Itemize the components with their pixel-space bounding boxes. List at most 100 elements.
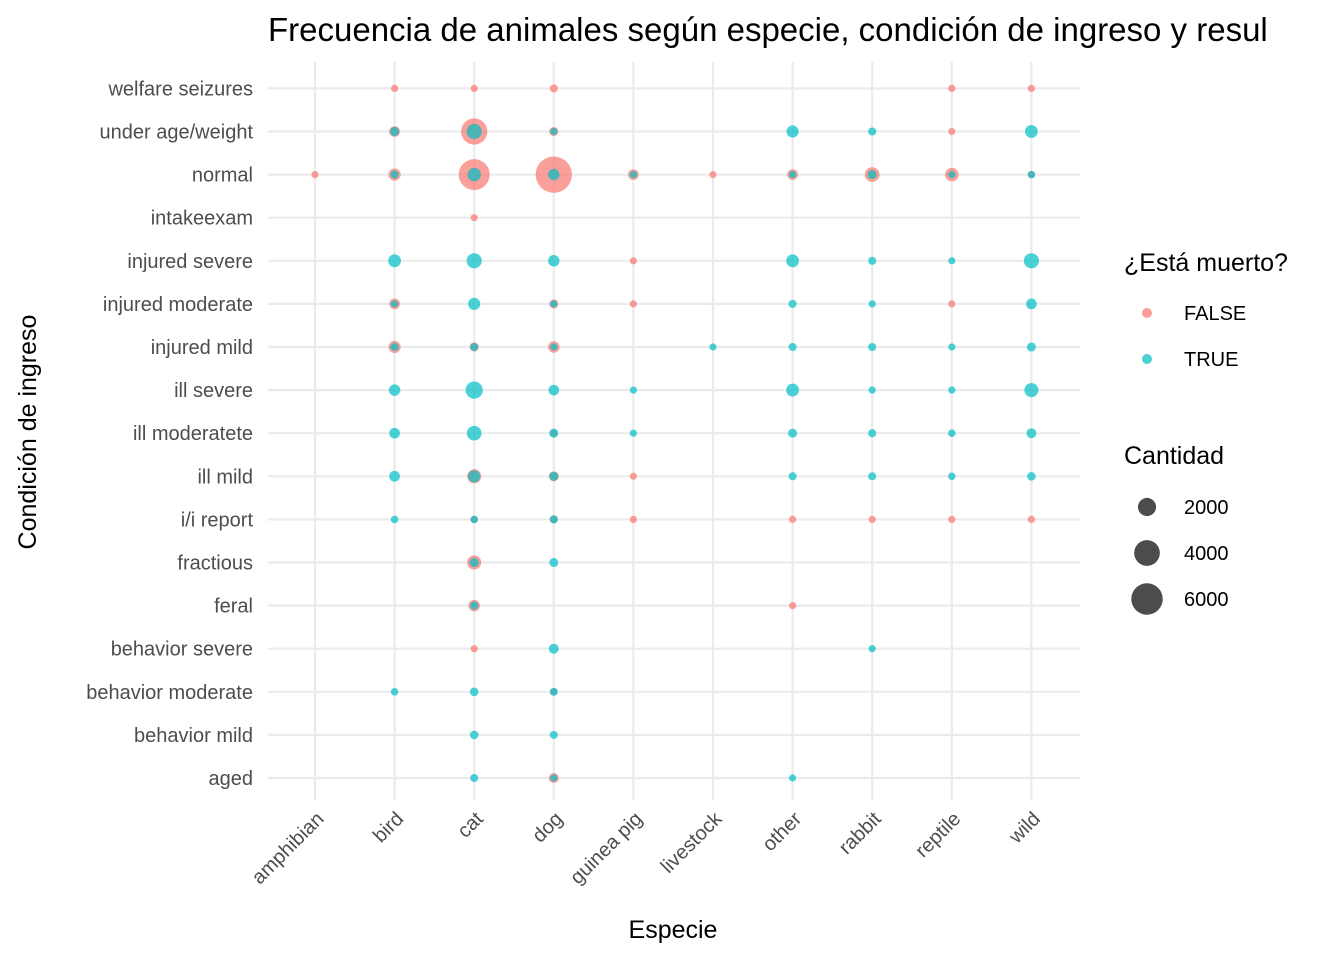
data-point-false — [549, 84, 558, 93]
y-tick-label: feral — [214, 596, 253, 618]
data-point-false — [470, 84, 478, 92]
data-point-true — [470, 601, 479, 610]
x-tick-label: other — [758, 808, 806, 856]
x-tick-label: reptile — [911, 808, 965, 862]
x-tick-label: guinea pig — [566, 808, 647, 889]
data-point-true — [868, 127, 877, 136]
data-point-true — [470, 515, 478, 524]
data-point-false — [948, 84, 956, 92]
data-point-true — [709, 343, 717, 351]
y-tick-label: injured mild — [151, 337, 253, 359]
data-point-true — [550, 343, 558, 351]
y-tick-label: ill moderatete — [133, 423, 253, 445]
data-point-true — [548, 255, 560, 267]
gridlines — [268, 62, 1080, 800]
data-point-true — [786, 254, 800, 268]
data-point-true — [388, 254, 402, 268]
data-point-false — [948, 300, 956, 308]
data-point-true — [550, 127, 558, 136]
data-point-true — [390, 342, 399, 352]
data-point-false — [311, 171, 319, 179]
data-point-false — [948, 515, 956, 524]
data-point-true — [1023, 253, 1039, 269]
y-tick-label: aged — [209, 768, 254, 790]
data-point-true — [1026, 298, 1037, 310]
data-point-true — [786, 125, 799, 138]
size-legend-title: Cantidad — [1124, 442, 1224, 470]
data-point-false — [629, 472, 638, 480]
data-point-true — [1027, 170, 1036, 179]
data-point-true — [788, 299, 797, 308]
data-point-true — [467, 167, 481, 182]
data-point-true — [468, 297, 481, 310]
data-point-true — [786, 383, 800, 397]
data-point-true — [1027, 471, 1036, 481]
data-point-false — [629, 257, 638, 265]
x-tick-label: bird — [369, 808, 408, 847]
size-legend: Cantidad 2000 4000 6000 — [1124, 442, 1229, 615]
x-tick-label: rabbit — [835, 808, 886, 859]
y-axis-title: Condición de ingreso — [14, 315, 42, 550]
data-point-true — [390, 170, 399, 179]
color-legend-label: TRUE — [1184, 349, 1238, 371]
data-point-true — [549, 557, 559, 568]
size-legend-label: 4000 — [1184, 543, 1229, 565]
data-point-true — [868, 386, 876, 394]
y-tick-label: behavior severe — [111, 639, 253, 661]
data-point-true — [389, 427, 400, 439]
size-legend-label: 6000 — [1184, 589, 1229, 611]
data-point-true — [549, 687, 558, 696]
data-point-false — [1027, 515, 1035, 524]
size-legend-key — [1131, 583, 1163, 615]
data-point-false — [629, 300, 638, 308]
data-point-true — [549, 471, 559, 481]
data-point-true — [388, 384, 401, 396]
data-point-true — [868, 342, 877, 352]
data-point-true — [948, 343, 956, 351]
data-point-true — [629, 171, 638, 179]
data-point-true — [789, 774, 797, 782]
color-legend-key — [1142, 354, 1152, 364]
data-point-true — [788, 342, 797, 352]
y-tick-label: normal — [192, 165, 253, 187]
x-tick-label: wild — [1004, 808, 1045, 849]
data-point-false — [629, 515, 638, 524]
data-point-false — [391, 84, 399, 92]
data-point-false — [709, 171, 717, 179]
size-legend-key — [1134, 540, 1160, 566]
data-point-true — [867, 170, 877, 180]
data-point-true — [868, 645, 876, 653]
y-tick-label: i/i report — [181, 509, 254, 531]
chart-title: Frecuencia de animales según especie, co… — [268, 11, 1268, 48]
data-point-false — [470, 214, 478, 222]
data-point-true — [470, 342, 479, 352]
data-point-true — [1026, 428, 1037, 439]
data-point-true — [469, 687, 479, 697]
data-point-true — [548, 643, 559, 654]
data-point-true — [470, 773, 479, 783]
data-point-true — [548, 384, 560, 396]
y-axis-ticks: aged behavior mild behavior moderate behavi… — [86, 78, 253, 790]
data-point-true — [468, 470, 481, 483]
data-point-true — [465, 381, 483, 399]
size-legend-key — [1137, 497, 1157, 517]
data-point-true — [629, 429, 638, 437]
color-legend-title: ¿Está muerto? — [1124, 249, 1288, 277]
data-point-true — [1026, 342, 1036, 352]
x-tick-label: dog — [528, 808, 567, 847]
data-point-true — [389, 470, 400, 482]
data-point-true — [868, 256, 877, 265]
data-point-false — [789, 602, 797, 610]
data-point-true — [1024, 125, 1038, 138]
data-point-true — [1024, 383, 1039, 398]
y-tick-label: fractious — [177, 553, 253, 575]
data-point-true — [788, 472, 797, 481]
y-tick-label: ill mild — [197, 466, 253, 488]
data-point-true — [549, 730, 558, 739]
data-point-true — [550, 774, 558, 782]
y-tick-label: injured moderate — [103, 294, 253, 316]
data-point-false — [1027, 84, 1035, 92]
data-point-true — [469, 557, 479, 568]
data-point-true — [868, 429, 877, 438]
